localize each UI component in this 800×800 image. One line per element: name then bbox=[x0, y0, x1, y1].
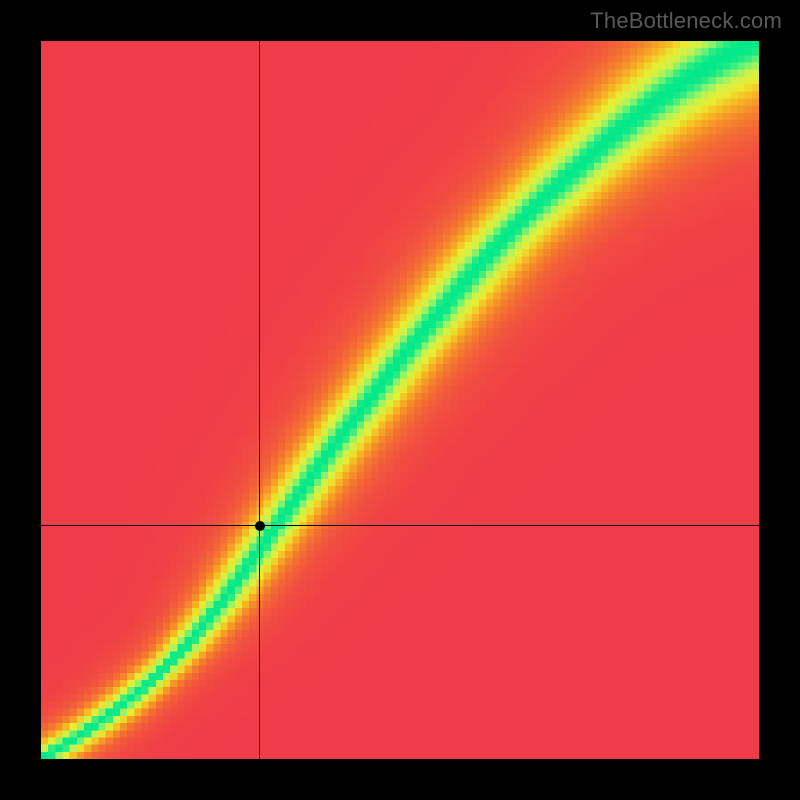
chart-container: TheBottleneck.com bbox=[0, 0, 800, 800]
crosshair-horizontal bbox=[41, 525, 759, 526]
crosshair-marker bbox=[255, 521, 265, 531]
heatmap-plot bbox=[41, 41, 759, 759]
heatmap-canvas bbox=[41, 41, 759, 759]
crosshair-vertical bbox=[259, 41, 260, 759]
watermark-text: TheBottleneck.com bbox=[590, 8, 782, 34]
